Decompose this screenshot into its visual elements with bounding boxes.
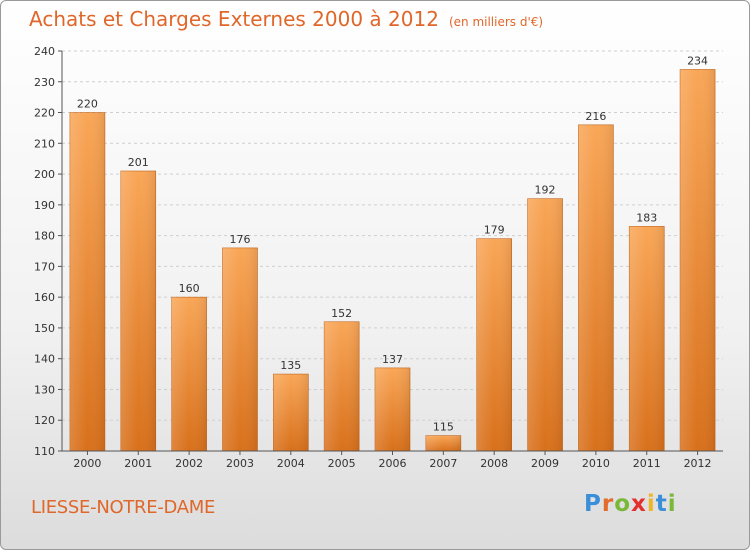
data-label-2008: 179 <box>484 224 505 237</box>
y-tick-label: 230 <box>34 76 55 89</box>
bar-shine-2000 <box>69 112 105 452</box>
bar-shine-2007 <box>425 435 461 451</box>
data-label-2009: 192 <box>535 184 556 197</box>
y-tick-label: 130 <box>34 383 55 396</box>
y-tick-label: 170 <box>34 260 55 273</box>
x-tick-label: 2006 <box>379 457 407 470</box>
chart-title: Achats et Charges Externes 2000 à 2012 (e… <box>29 7 543 31</box>
y-tick-label: 240 <box>34 45 55 58</box>
data-label-2001: 201 <box>128 156 149 169</box>
x-tick-label: 2004 <box>277 457 305 470</box>
y-tick-label: 110 <box>34 445 55 458</box>
logo-letter: r <box>601 491 615 517</box>
data-label-2006: 137 <box>382 353 403 366</box>
logo-letter: i <box>646 491 656 517</box>
y-tick-label: 210 <box>34 137 55 150</box>
bar-shine-2004 <box>273 374 309 451</box>
x-tick-label: 2005 <box>328 457 356 470</box>
y-tick-label: 220 <box>34 107 55 120</box>
logo-letter: x <box>631 491 647 517</box>
bar-shine-2003 <box>222 247 258 451</box>
x-tick-label: 2003 <box>226 457 254 470</box>
y-tick-label: 160 <box>34 291 55 304</box>
x-tick-label: 2012 <box>684 457 712 470</box>
logo-letter: i <box>667 491 677 517</box>
logo-letter: t <box>655 491 668 517</box>
proxiti-logo: Proxiti <box>584 491 677 517</box>
x-tick-label: 2001 <box>124 457 152 470</box>
y-tick-label: 180 <box>34 230 55 243</box>
x-tick-label: 2007 <box>429 457 457 470</box>
logo-letter: P <box>584 491 602 517</box>
data-label-2012: 234 <box>687 54 708 67</box>
bar-shine-2002 <box>171 297 207 451</box>
data-label-2011: 183 <box>636 211 657 224</box>
logo-letter: o <box>614 491 632 517</box>
y-tick-label: 120 <box>34 414 55 427</box>
x-tick-label: 2000 <box>73 457 101 470</box>
x-tick-label: 2009 <box>531 457 559 470</box>
data-label-2004: 135 <box>280 359 301 372</box>
data-label-2002: 160 <box>179 282 200 295</box>
chart-title-text: Achats et Charges Externes 2000 à 2012 <box>29 7 439 31</box>
x-tick-label: 2002 <box>175 457 203 470</box>
data-label-2000: 220 <box>77 98 98 111</box>
x-tick-label: 2008 <box>480 457 508 470</box>
data-label-2007: 115 <box>433 421 454 434</box>
data-label-2003: 176 <box>229 233 250 246</box>
bar-shine-2011 <box>629 226 665 451</box>
y-tick-label: 200 <box>34 168 55 181</box>
y-tick-label: 140 <box>34 353 55 366</box>
bar-shine-2006 <box>375 367 410 451</box>
bar-shine-2008 <box>476 238 512 451</box>
chart-subtitle: (en milliers d'€) <box>448 15 544 29</box>
bar-shine-2012 <box>680 69 716 451</box>
x-tick-label: 2010 <box>582 457 610 470</box>
x-tick-label: 2011 <box>633 457 661 470</box>
commune-name: LIESSE-NOTRE-DAME <box>31 497 216 518</box>
bar-shine-2009 <box>527 198 563 451</box>
bar-shine-2005 <box>324 321 360 451</box>
bar-shine-2010 <box>578 124 614 451</box>
bar-shine-2001 <box>120 171 156 451</box>
y-tick-label: 150 <box>34 322 55 335</box>
data-label-2010: 216 <box>585 110 606 123</box>
y-tick-label: 190 <box>34 199 55 212</box>
data-label-2005: 152 <box>331 307 352 320</box>
